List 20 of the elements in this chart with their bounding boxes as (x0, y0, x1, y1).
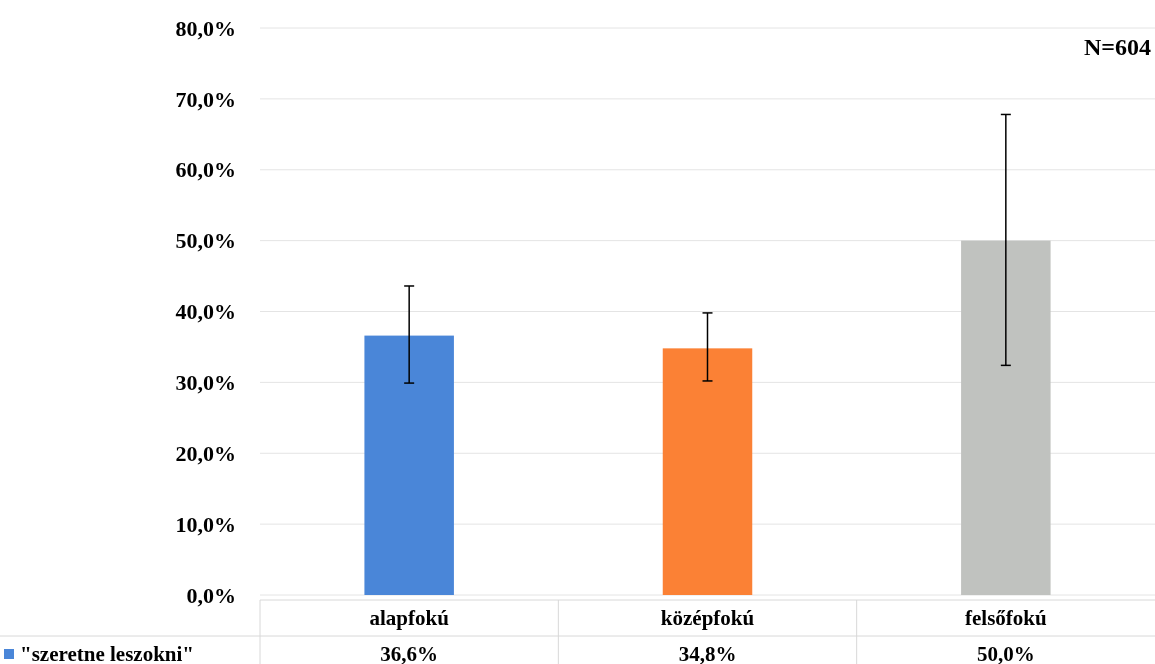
y-tick-label: 0,0% (186, 582, 236, 608)
x-tick-label: alapfokú (369, 606, 450, 631)
bar (662, 348, 753, 595)
y-tick-label: 50,0% (175, 228, 236, 254)
y-tick-label: 60,0% (175, 157, 236, 183)
y-tick-label: 40,0% (175, 299, 236, 325)
legend-label: "szeretne leszokni" (20, 642, 194, 664)
text: 50,0% (976, 642, 1035, 664)
y-tick-label: 10,0% (175, 511, 236, 537)
bar (364, 335, 454, 595)
y-tick-label: 20,0% (175, 440, 236, 466)
text: 36,6% (380, 642, 439, 664)
text: 34,8% (678, 642, 737, 664)
x-tick-label: felsőfokú (964, 606, 1047, 631)
y-tick-label: 80,0% (175, 15, 236, 41)
x-tick-label: középfokú (660, 606, 755, 631)
y-tick-label: 30,0% (175, 370, 236, 396)
y-tick-label: 70,0% (175, 86, 236, 112)
annotation: N=604 (1083, 34, 1151, 60)
bar (961, 240, 1051, 595)
